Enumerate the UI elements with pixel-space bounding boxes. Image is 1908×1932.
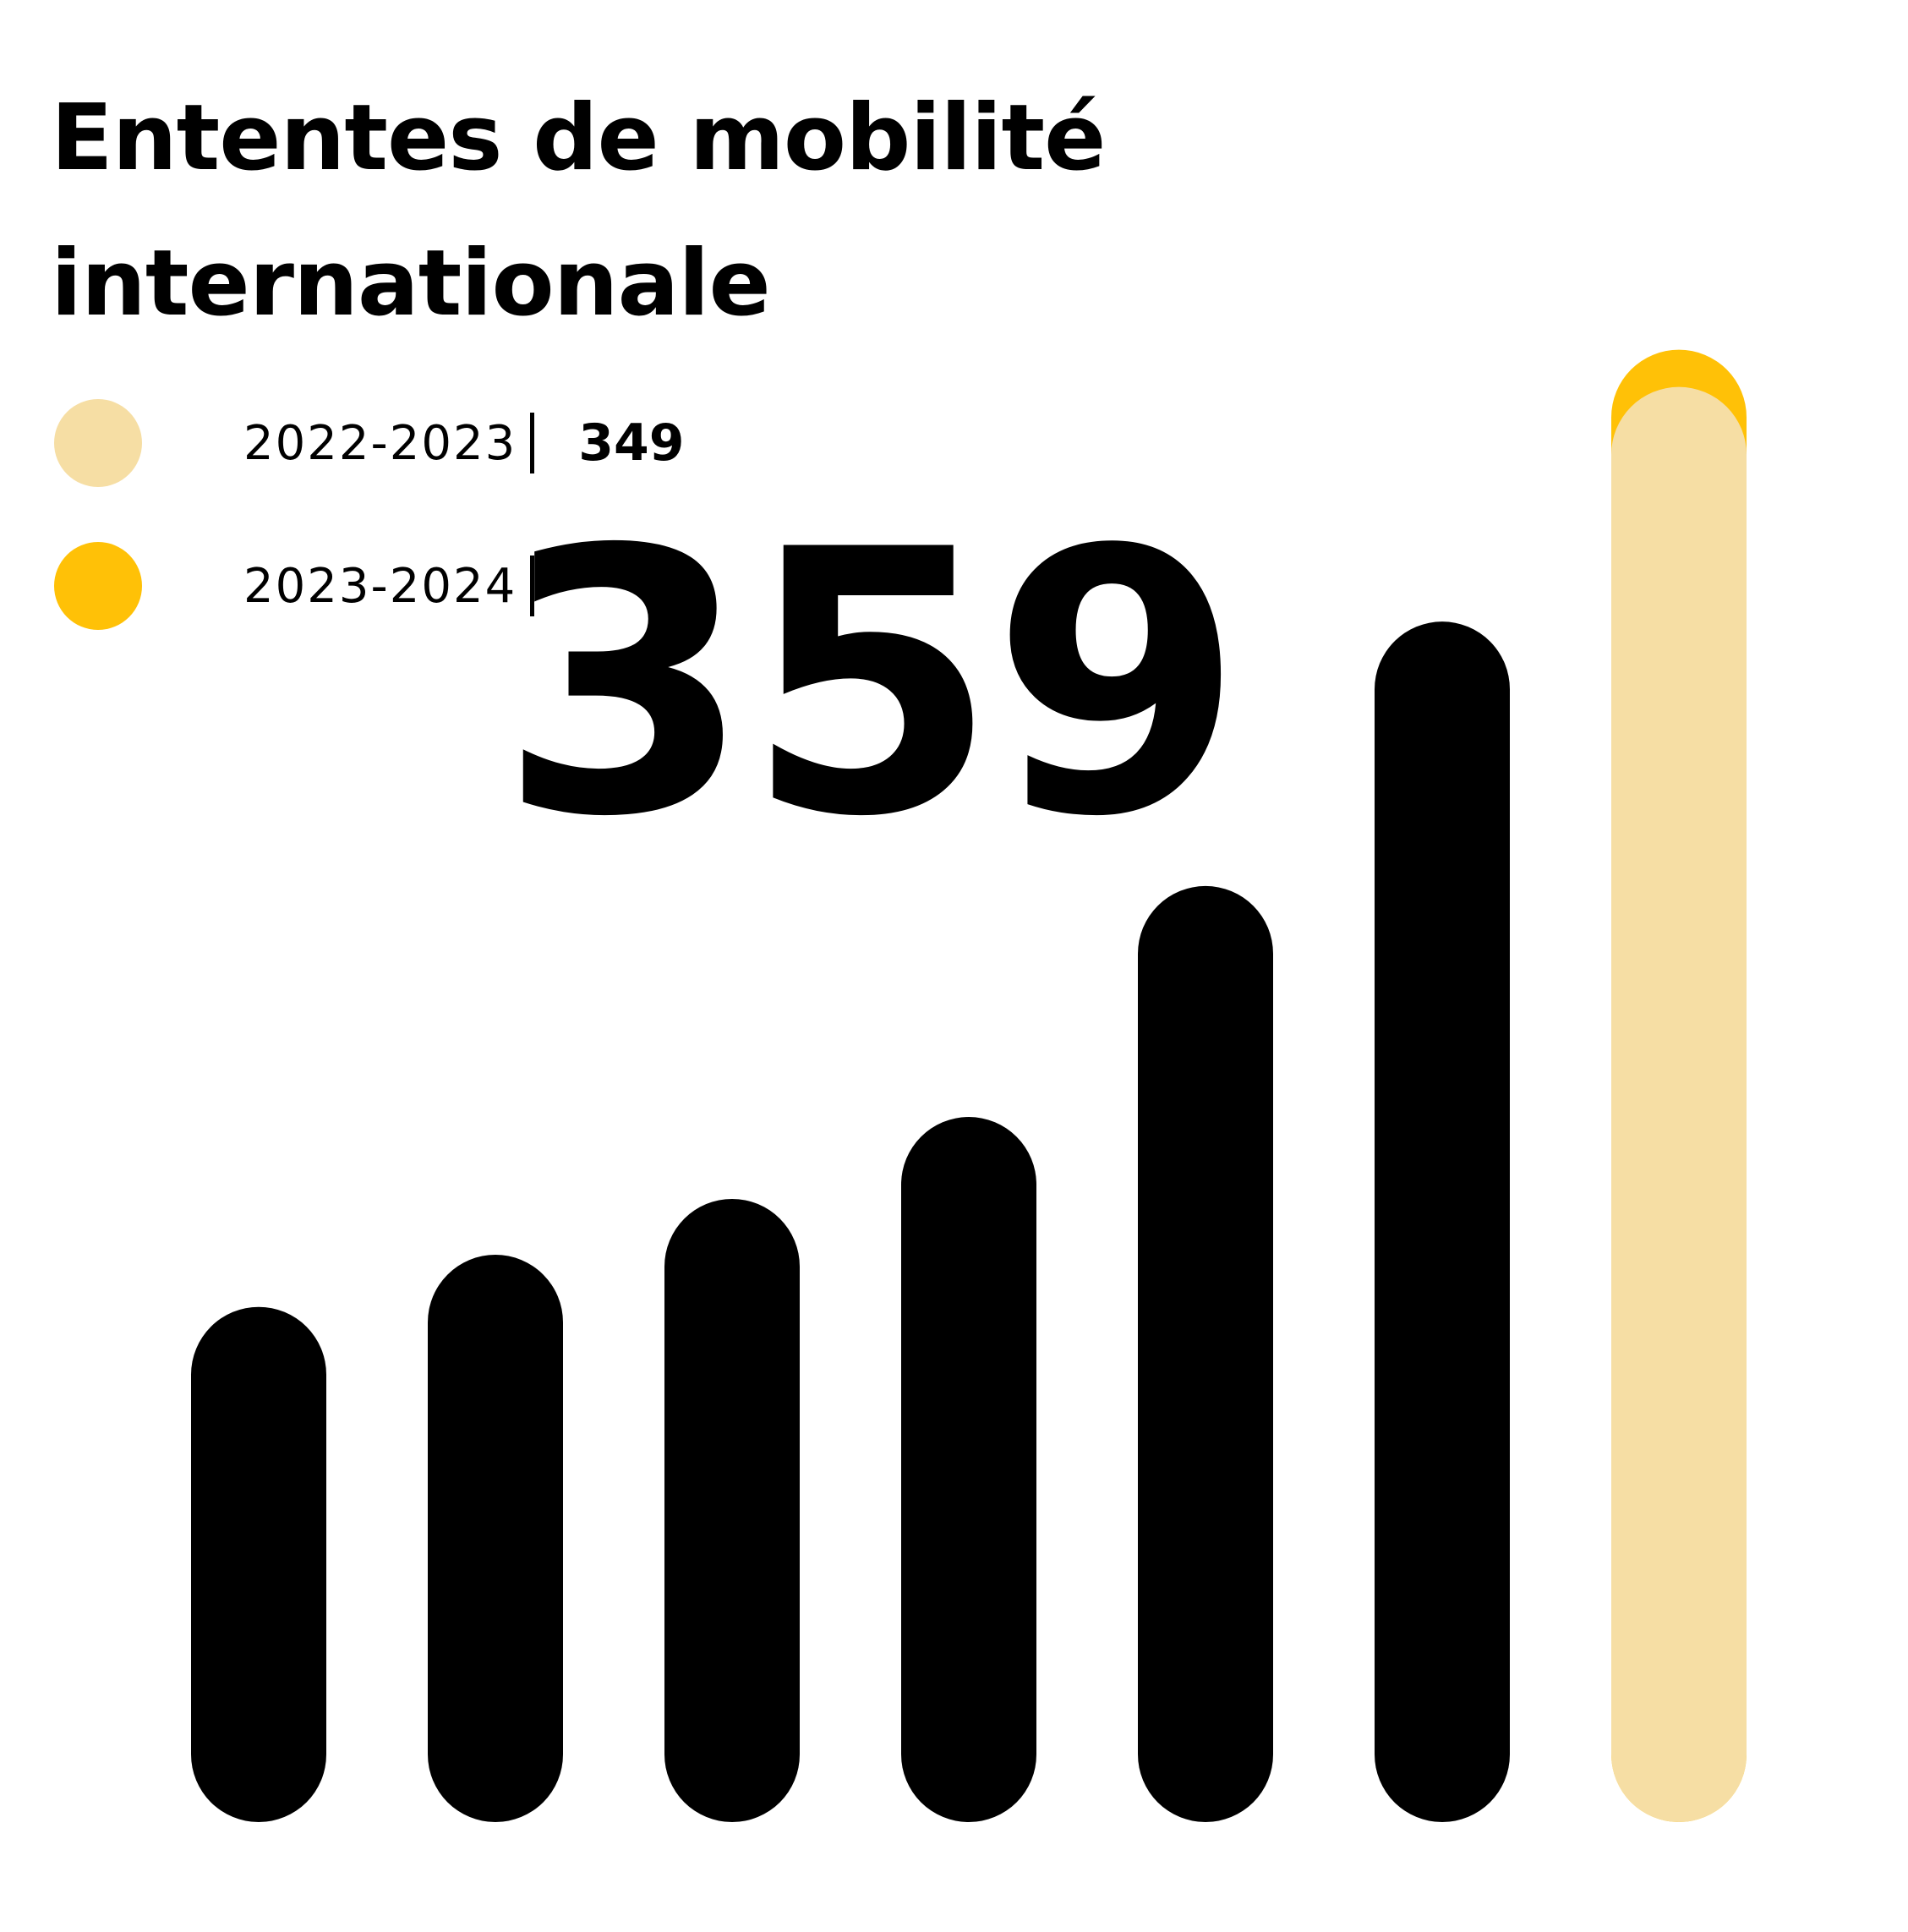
bar-6 xyxy=(1375,621,1510,1823)
bar-2022-2023-7 xyxy=(1611,386,1747,1822)
bar-4 xyxy=(901,1117,1036,1822)
bar-3 xyxy=(664,1198,800,1822)
bar-5 xyxy=(1138,885,1273,1822)
legend-separator xyxy=(530,413,535,473)
legend-swatch-2023-2024 xyxy=(54,542,142,630)
legend-swatch-2022-2023 xyxy=(54,399,142,487)
legend-value-2022-2023: 349 xyxy=(578,413,685,473)
chart-title: Ententes de mobilité internationale xyxy=(51,85,1106,337)
bar-1 xyxy=(191,1306,326,1822)
bar-2 xyxy=(428,1255,563,1822)
legend-item-2022-2023: 2022-2023 349 xyxy=(54,399,685,487)
legend-item-2023-2024: 2023-2024 xyxy=(54,542,535,630)
highlight-value-2023-2024: 359 xyxy=(499,473,1244,896)
legend-label-2023-2024: 2023-2024 xyxy=(243,558,517,614)
legend-label-2022-2023: 2022-2023 xyxy=(243,415,517,471)
legend-separator xyxy=(530,556,535,616)
